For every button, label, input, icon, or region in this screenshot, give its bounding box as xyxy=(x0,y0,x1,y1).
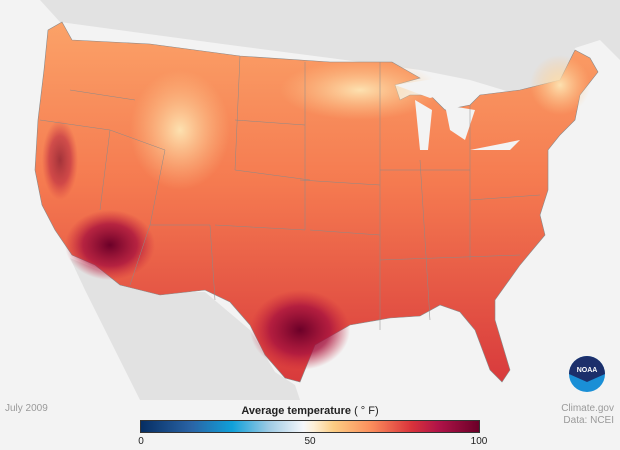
noaa-logo: NOAA xyxy=(569,356,605,392)
hot-region-southwest xyxy=(65,210,155,280)
legend-colorbar xyxy=(140,420,480,433)
great-lakes xyxy=(395,78,520,150)
credit: Climate.gov Data: NCEI xyxy=(561,403,614,427)
legend-tick-0: 0 xyxy=(138,436,144,447)
mexico-land xyxy=(70,258,300,400)
temperature-map: NOAA xyxy=(20,0,620,400)
legend-title-text: Average temperature xyxy=(241,405,351,417)
credit-data: Data: NCEI xyxy=(563,415,614,426)
date-label: July 2009 xyxy=(5,403,48,414)
legend-tick-50: 50 xyxy=(304,436,316,447)
cool-region-northeast xyxy=(530,55,590,115)
legend-unit: ( ° F) xyxy=(354,405,379,417)
legend-tick-100: 100 xyxy=(470,436,488,447)
hot-region-texas xyxy=(250,290,350,370)
cool-region-north xyxy=(280,60,440,120)
state-borders xyxy=(39,55,541,330)
legend-title: Average temperature ( ° F) xyxy=(140,405,480,417)
cool-region-rockies xyxy=(130,70,230,190)
credit-source: Climate.gov xyxy=(561,403,614,414)
canada-land xyxy=(20,0,620,95)
svg-text:NOAA: NOAA xyxy=(577,367,598,374)
hot-region-valley xyxy=(42,120,78,200)
